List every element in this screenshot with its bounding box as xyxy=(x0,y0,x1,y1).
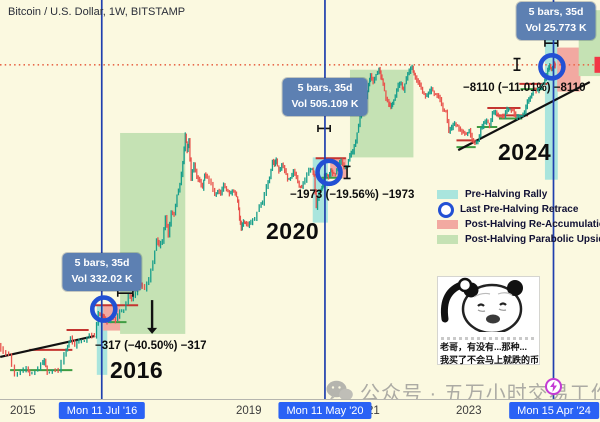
price-range-bracket xyxy=(513,57,521,71)
axis-year-2019: 2019 xyxy=(236,405,262,417)
green-swatch xyxy=(437,235,458,244)
retrace-annotation-2024: −8110 (−11.01%) −8110 xyxy=(463,82,586,94)
tooltip-volume: Vol 505.109 K xyxy=(291,97,359,110)
date-range-bracket xyxy=(317,124,331,132)
tooltip-bars-duration: 5 bars, 35d xyxy=(74,257,130,269)
halving-date-tag-2016[interactable]: Mon 11 Jul '16 xyxy=(58,402,146,419)
last-pre-halving-retrace-circle xyxy=(89,295,118,323)
cycle-year-label-2024: 2024 xyxy=(498,139,552,165)
price-tag xyxy=(594,56,600,73)
date-range-bracket xyxy=(544,39,559,47)
retrace-circles[interactable] xyxy=(89,53,566,323)
halving-tooltip-2024: 5 bars, 35d Vol 25.773 K xyxy=(516,2,596,40)
legend-item-post-halving-parabolic-upside: Post-Halving Parabolic Upside xyxy=(437,234,600,245)
measure-drawings[interactable] xyxy=(116,39,559,334)
trend-line xyxy=(457,81,591,152)
cycle-year-label-2016: 2016 xyxy=(110,357,164,383)
last-pre-halving-retrace-circle xyxy=(315,158,343,187)
halving-date-tag-2020[interactable]: Mon 11 May '20 xyxy=(278,402,372,419)
legend-label: Pre-Halving Rally xyxy=(465,189,548,200)
halving-date-lines[interactable] xyxy=(100,0,555,399)
down-arrow-head xyxy=(147,327,158,334)
tooltip-bars-duration: 5 bars, 35d xyxy=(528,6,584,18)
legend-item-pre-halving-rally: Pre-Halving Rally xyxy=(437,189,600,200)
axis-year-2015: 2015 xyxy=(10,405,36,417)
meme-image-watermark xyxy=(441,337,536,340)
price-chart-canvas[interactable] xyxy=(0,0,600,399)
legend-item-last-pre-halving-retrace: Last Pre-Halving Retrace xyxy=(437,201,600,218)
price-range-bracket xyxy=(343,165,351,180)
date-range-bracket xyxy=(116,289,134,297)
teal-swatch xyxy=(437,190,458,199)
meme-caption-line2: 我买了不会马上就跌的币 xyxy=(440,354,540,365)
retrace-annotation-2020: −1973 (−19.56%) −1973 xyxy=(290,189,415,201)
halving-event-icon[interactable] xyxy=(545,378,562,395)
legend-label: Post-Halving Parabolic Upside xyxy=(465,234,600,245)
candles xyxy=(0,61,556,377)
cycle-year-label-2020: 2020 xyxy=(266,218,320,244)
axis-year-2023: 2023 xyxy=(456,405,482,417)
wechat-icon xyxy=(326,380,353,401)
halving-tooltip-2016: 5 bars, 35d Vol 332.02 K xyxy=(62,253,142,291)
legend-item-post-halving-reaccumulation: Post-Halving Re-Accumulation xyxy=(437,219,600,230)
meme-caption-line1: 老哥，有没有...那种... xyxy=(440,342,528,352)
legend-label: Last Pre-Halving Retrace xyxy=(460,204,579,215)
halving-tooltip-2020: 5 bars, 35d Vol 505.109 K xyxy=(282,78,368,116)
panda-meme-image xyxy=(440,277,523,335)
halving-date-tag-2024[interactable]: Mon 15 Apr '24 xyxy=(509,402,599,419)
blue-circle-swatch xyxy=(438,201,454,218)
meme-panel: 老哥，有没有...那种... 我买了不会马上就跌的币 xyxy=(437,276,540,365)
last-pre-halving-retrace-circle xyxy=(538,53,566,81)
tooltip-volume: Vol 25.773 K xyxy=(525,21,587,34)
symbol-title: Bitcoin / U.S. Dollar, 1W, BITSTAMP xyxy=(8,6,186,18)
trend-line xyxy=(0,334,96,358)
tooltip-bars-duration: 5 bars, 35d xyxy=(297,82,353,94)
retrace-annotation-2016: −317 (−40.50%) −317 xyxy=(95,340,207,352)
tooltip-volume: Vol 332.02 K xyxy=(71,272,133,285)
time-axis[interactable]: 2015 2019 21 2023 Mon 11 Jul '16 Mon 11 … xyxy=(0,399,600,422)
legend-label: Post-Halving Re-Accumulation xyxy=(465,219,600,230)
legend: Pre-Halving Rally Last Pre-Halving Retra… xyxy=(437,189,600,249)
pink-swatch xyxy=(437,220,458,229)
